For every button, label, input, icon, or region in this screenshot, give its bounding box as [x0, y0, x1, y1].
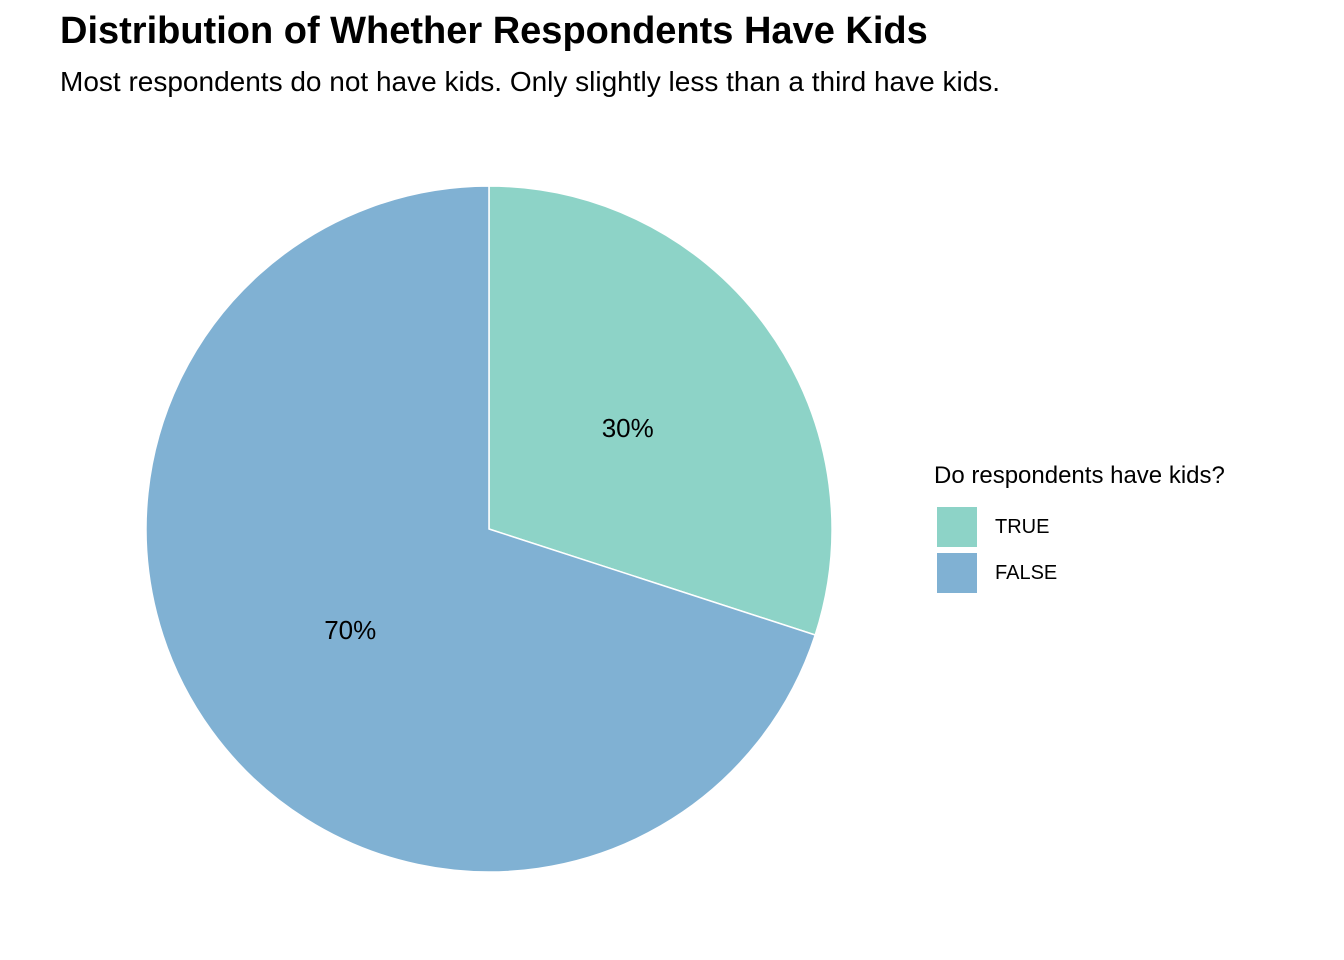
chart-title: Distribution of Whether Respondents Have… [60, 10, 928, 52]
chart-subtitle: Most respondents do not have kids. Only … [60, 66, 1001, 97]
legend-label-false: FALSE [995, 561, 1058, 584]
legend-title: Do respondents have kids? [934, 462, 1225, 489]
legend-item-false: FALSE [934, 550, 1225, 596]
legend-swatch-true [937, 507, 977, 547]
pie-label-true: 30% [602, 413, 654, 443]
pie-label-false: 70% [324, 615, 376, 645]
pie-slice-false [145, 185, 817, 873]
legend-label-true: TRUE [995, 515, 1050, 538]
legend-item-true: TRUE [934, 504, 1225, 550]
pie-slice-true [488, 185, 833, 636]
legend-swatch-false [937, 553, 977, 593]
legend: Do respondents have kids? TRUE FALSE [934, 462, 1225, 596]
